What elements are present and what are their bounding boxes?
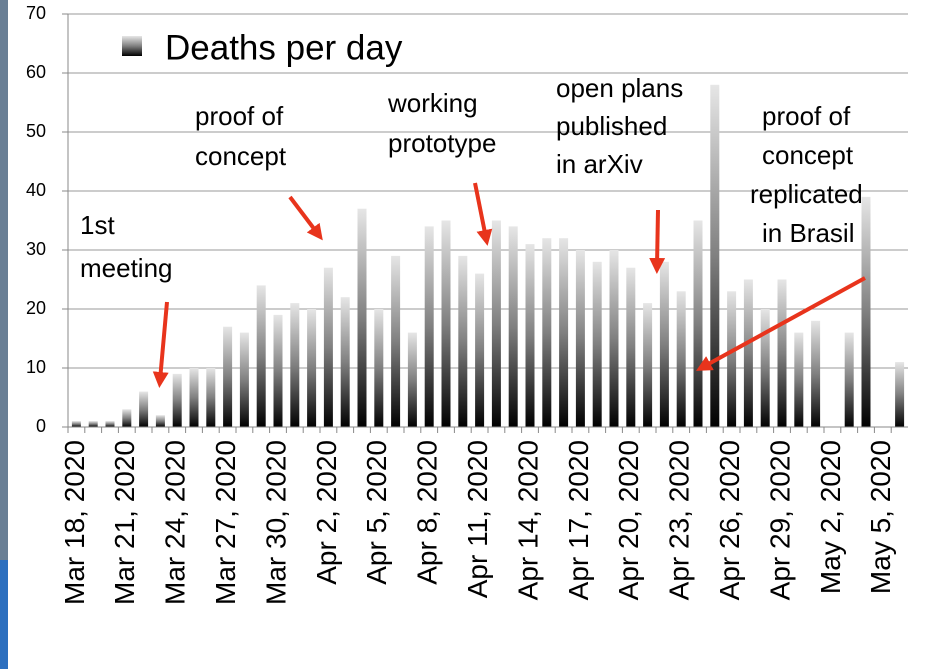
bar — [89, 421, 98, 427]
x-tick-label: Apr 23, 2020 — [664, 440, 695, 600]
x-tick-label: May 5, 2020 — [865, 440, 896, 594]
x-tick-label: Apr 29, 2020 — [764, 440, 795, 600]
bar — [408, 333, 417, 427]
annotation: open plans — [556, 73, 683, 103]
x-tick-label: Mar 18, 2020 — [59, 440, 90, 605]
annotation: 1st — [80, 210, 115, 240]
x-tick-label: Apr 26, 2020 — [714, 440, 745, 600]
bar — [274, 315, 283, 427]
bar — [794, 333, 803, 427]
annotation: in arXiv — [556, 149, 643, 179]
bar — [139, 392, 148, 427]
y-tick-label: 50 — [26, 121, 46, 141]
bar — [307, 309, 316, 427]
bar — [761, 309, 770, 427]
x-tick-label: Apr 17, 2020 — [563, 440, 594, 600]
bar — [862, 197, 871, 427]
bar — [106, 421, 115, 427]
x-tick-label: Apr 2, 2020 — [311, 440, 342, 585]
bar — [324, 268, 333, 427]
bar — [156, 415, 165, 427]
bar — [190, 368, 199, 427]
x-tick-label: May 2, 2020 — [815, 440, 846, 594]
legend-swatch — [122, 36, 142, 56]
legend-label: Deaths per day — [165, 28, 403, 67]
annotation: meeting — [80, 253, 173, 283]
bar — [358, 209, 367, 427]
bar — [290, 303, 299, 427]
x-tick-label: Apr 20, 2020 — [613, 440, 644, 600]
bar — [442, 221, 451, 428]
y-tick-label: 60 — [26, 62, 46, 82]
x-tick-label: Mar 30, 2020 — [260, 440, 291, 605]
bar — [778, 280, 787, 428]
annotation: replicated — [750, 179, 863, 209]
y-tick-label: 0 — [36, 416, 46, 436]
annotation: proof of — [195, 101, 284, 131]
bar — [610, 250, 619, 427]
bar — [240, 333, 249, 427]
bar — [677, 291, 686, 427]
bar — [257, 285, 266, 427]
bar — [492, 221, 501, 428]
annotation-arrow — [657, 210, 658, 266]
bar — [526, 244, 535, 427]
bar — [811, 321, 820, 427]
x-tick-label: Apr 14, 2020 — [512, 440, 543, 600]
bar — [509, 226, 518, 427]
bar — [895, 362, 904, 427]
x-tick-label: Apr 8, 2020 — [412, 440, 443, 585]
chart: 0 10 20 30 40 50 60 70 Mar 18, 2020 Mar 21, 2020 M… — [0, 0, 938, 669]
bar — [710, 85, 719, 427]
y-tick-label: 20 — [26, 298, 46, 318]
bar — [660, 262, 669, 427]
bar — [727, 291, 736, 427]
bar — [559, 238, 568, 427]
page: 0 10 20 30 40 50 60 70 Mar 18, 2020 Mar 21, 2020 M… — [0, 0, 938, 669]
y-tick-label: 30 — [26, 239, 46, 259]
x-tick-label: Mar 21, 2020 — [109, 440, 140, 605]
bar — [744, 280, 753, 428]
y-tick-label: 10 — [26, 357, 46, 377]
bar — [475, 274, 484, 427]
bar — [122, 409, 131, 427]
bar — [643, 303, 652, 427]
x-tick-label: Apr 5, 2020 — [361, 440, 392, 585]
bar — [206, 368, 215, 427]
bar — [845, 333, 854, 427]
annotation: proof of — [762, 101, 851, 131]
bar — [341, 297, 350, 427]
bar — [425, 226, 434, 427]
bar — [223, 327, 232, 427]
y-tick-label: 70 — [26, 3, 46, 23]
annotation: concept — [762, 140, 854, 170]
annotation: published — [556, 111, 667, 141]
annotation-arrow — [290, 197, 318, 234]
bar — [72, 421, 81, 427]
background-strip — [0, 560, 8, 669]
bar — [626, 268, 635, 427]
annotation: concept — [195, 141, 287, 171]
bar — [593, 262, 602, 427]
y-tick-label: 40 — [26, 180, 46, 200]
x-tick-label: Mar 27, 2020 — [210, 440, 241, 605]
annotation: in Brasil — [762, 218, 854, 248]
bar — [576, 250, 585, 427]
bar — [173, 374, 182, 427]
annotation: prototype — [388, 128, 496, 158]
x-tick-label: Apr 11, 2020 — [462, 440, 493, 598]
x-tick-label: Mar 24, 2020 — [160, 440, 191, 605]
annotation: working — [387, 88, 478, 118]
bar — [458, 256, 467, 427]
bar — [694, 221, 703, 428]
bar — [542, 238, 551, 427]
bar — [374, 309, 383, 427]
bar — [391, 256, 400, 427]
